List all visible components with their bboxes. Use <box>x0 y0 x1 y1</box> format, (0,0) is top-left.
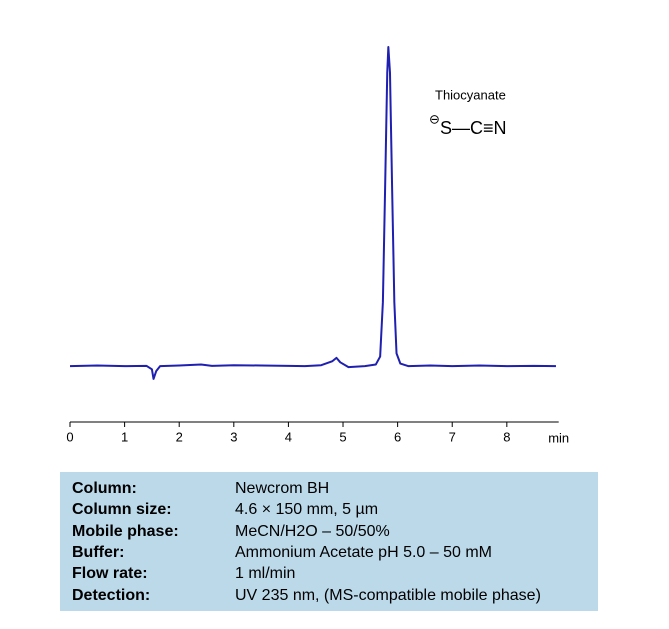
condition-label: Column: <box>72 480 137 497</box>
structure: S—C≡N <box>440 118 507 138</box>
x-tick-label: 1 <box>121 429 128 444</box>
x-tick-label: 6 <box>394 429 401 444</box>
x-tick-label: 3 <box>230 429 237 444</box>
condition-value: UV 235 nm, (MS-compatible mobile phase) <box>235 586 541 604</box>
condition-value: 4.6 × 150 mm, 5 µm <box>235 501 379 519</box>
chromatogram-line <box>69 46 556 380</box>
condition-label: Column size: <box>72 501 172 519</box>
x-tick-label: 2 <box>176 429 183 444</box>
condition-value: 1 ml/min <box>235 565 296 583</box>
condition-label: Buffer: <box>72 543 125 561</box>
condition-value: Ammonium Acetate pH 5.0 – 50 mM <box>235 543 492 561</box>
condition-value: MeCN/H2O – 50/50% <box>235 522 390 540</box>
x-tick-label: 4 <box>285 429 292 444</box>
conditions-panel: Column: Newcrom BH Column size: 4.6 × 150 m… <box>60 472 598 611</box>
condition-value: Newcrom BH <box>235 480 330 497</box>
x-tick-label: 7 <box>449 429 456 444</box>
condition-label: Mobile phase: <box>72 522 179 540</box>
x-axis-label: min <box>548 430 569 445</box>
chart: Thiocyanate ⊖ S—C≡N 0 1 2 3 4 5 6 7 8 min <box>66 46 569 445</box>
condition-label: Detection: <box>72 586 151 604</box>
condition-label: Flow rate: <box>72 565 148 583</box>
compound-name: Thiocyanate <box>435 87 506 102</box>
charge: ⊖ <box>429 111 440 126</box>
x-tick-label: 5 <box>339 429 346 444</box>
x-tick-label: 0 <box>66 429 73 444</box>
x-tick-label: 8 <box>503 429 510 444</box>
